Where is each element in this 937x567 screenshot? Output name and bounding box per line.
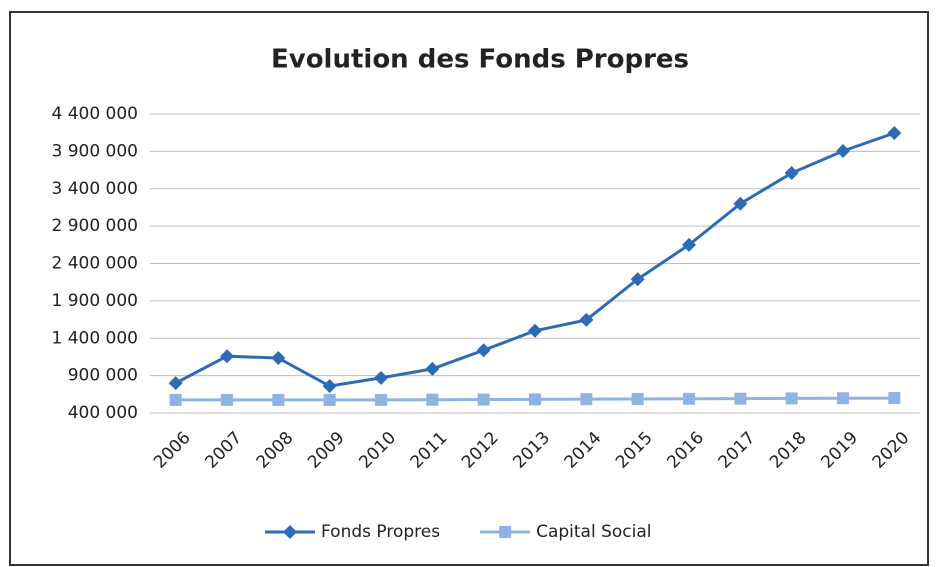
legend-marker (283, 525, 297, 539)
data-point (477, 393, 490, 406)
data-point (476, 343, 491, 358)
data-point (168, 376, 183, 391)
data-point (682, 237, 696, 252)
legend-label: Capital Social (536, 522, 651, 542)
data-point (733, 196, 748, 211)
data-point (221, 393, 233, 406)
data-point (836, 144, 850, 159)
y-tick-label: 1 400 000 (51, 328, 138, 348)
data-point (322, 379, 337, 394)
y-tick-label: 900 000 (68, 366, 138, 386)
data-point (169, 393, 182, 406)
data-point (528, 323, 542, 338)
data-point (580, 393, 593, 406)
data-point (579, 312, 594, 327)
chart-border (9, 11, 929, 566)
data-point (323, 393, 336, 406)
data-point (272, 393, 285, 406)
data-point (784, 166, 799, 181)
data-point (888, 392, 901, 405)
data-point (271, 351, 286, 366)
chart-title: Evolution des Fonds Propres (271, 45, 689, 75)
data-point (837, 392, 849, 405)
data-point (734, 392, 747, 405)
data-point (374, 370, 388, 385)
data-point (529, 393, 541, 406)
data-point (375, 393, 387, 406)
data-point (426, 393, 439, 406)
data-point (220, 349, 234, 364)
y-tick-label: 3 900 000 (51, 141, 138, 161)
data-point (785, 392, 798, 405)
data-point (631, 392, 644, 405)
data-point (630, 272, 645, 287)
y-tick-label: 3 400 000 (51, 179, 138, 199)
y-tick-label: 2 900 000 (51, 216, 138, 236)
data-point (887, 126, 902, 141)
data-point (425, 361, 440, 376)
y-tick-label: 1 900 000 (51, 291, 138, 311)
legend-marker (499, 526, 512, 538)
y-tick-label: 2 400 000 (51, 254, 138, 274)
data-point (683, 392, 695, 405)
legend-label: Fonds Propres (321, 522, 440, 542)
y-tick-label: 4 400 000 (51, 104, 138, 124)
y-tick-label: 400 000 (68, 403, 138, 423)
